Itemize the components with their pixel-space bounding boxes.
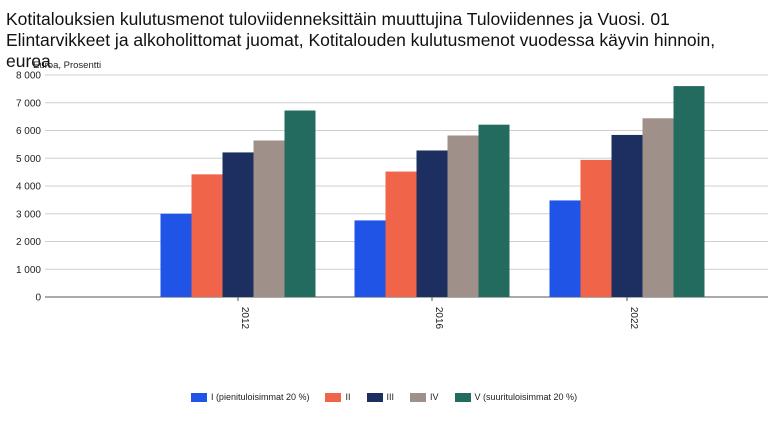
y-tick-label: 8 000 [16, 71, 41, 82]
bar-2016-5 [478, 124, 510, 297]
bar-2022-1 [549, 200, 581, 297]
x-tick-label: 2022 [628, 307, 639, 330]
legend-item: V (suurituloisimmat 20 %) [454, 392, 578, 402]
bar-2022-2 [580, 159, 612, 297]
y-tick-label: 3 000 [16, 209, 41, 220]
legend-label: I (pienituloisimmat 20 %) [210, 392, 310, 402]
y-tick-label: 0 [35, 293, 41, 304]
legend-swatch [190, 392, 207, 402]
legend-swatch [366, 392, 383, 402]
chart-subtitle: Euroa, Prosentti [33, 60, 102, 71]
bar-2016-2 [385, 171, 417, 297]
bar-2012-3 [222, 152, 254, 297]
legend-label: II [345, 392, 351, 402]
legend-item: I (pienituloisimmat 20 %) [190, 392, 310, 402]
bar-2012-1 [160, 213, 192, 297]
legend-swatch [454, 392, 471, 402]
legend-label: V (suurituloisimmat 20 %) [474, 392, 578, 402]
chart-title: Kotitalouksien kulutusmenot tuloviidenne… [6, 9, 716, 71]
legend-label: IV [430, 392, 439, 402]
x-tick-label: 2016 [433, 307, 444, 330]
y-tick-label: 4 000 [16, 182, 41, 193]
legend-swatch [325, 392, 342, 402]
bar-2012-4 [253, 140, 285, 297]
legend-swatch [410, 392, 427, 402]
bar-2022-4 [642, 118, 674, 297]
bar-2012-2 [191, 174, 223, 297]
y-tick-label: 2 000 [16, 237, 41, 248]
x-tick-label: 2012 [239, 307, 250, 330]
bar-2022-5 [673, 86, 705, 297]
bar-2022-3 [611, 134, 643, 297]
legend-item: III [366, 392, 395, 402]
legend-item: II [325, 392, 351, 402]
bar-2016-3 [416, 150, 448, 297]
y-tick-label: 7 000 [16, 98, 41, 109]
legend-item: IV [410, 392, 439, 402]
bar-2016-1 [354, 220, 386, 297]
legend-label: III [386, 392, 395, 402]
bar-2016-4 [447, 135, 479, 297]
chart-legend: I (pienituloisimmat 20 %) II III IV V (suuri… [0, 392, 768, 402]
y-tick-label: 1 000 [16, 265, 41, 276]
bar-2012-5 [284, 110, 316, 298]
bar-chart: 0 1 000 2 000 3 000 4 000 5 000 6 000 7 000 8 00… [16, 71, 768, 330]
y-tick-label: 6 000 [16, 126, 41, 137]
y-tick-label: 5 000 [16, 154, 41, 165]
